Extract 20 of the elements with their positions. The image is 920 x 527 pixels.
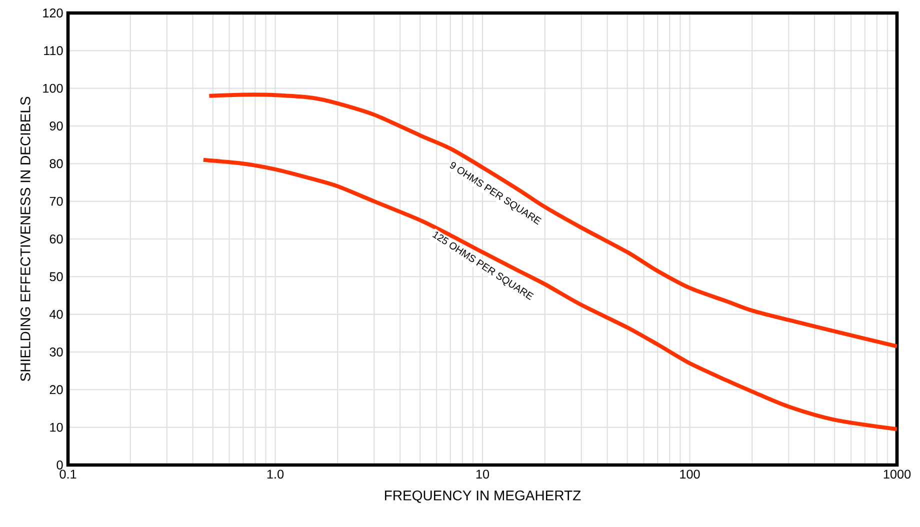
x-tick-label: 10	[476, 470, 490, 479]
y-axis-title: SHIELDING EFFECTIVENESS IN DECIBELS	[20, 96, 30, 382]
x-tick-label: 1000	[884, 470, 911, 479]
y-tick-label: 110	[44, 46, 63, 56]
y-tick-label: 60	[50, 234, 63, 244]
y-tick-label: 10	[50, 422, 63, 432]
y-tick-label: 50	[50, 272, 63, 282]
y-tick-label: 0	[56, 460, 63, 470]
y-tick-label: 90	[50, 122, 63, 130]
y-tick-label: 80	[50, 159, 63, 168]
y-tick-label: 100	[43, 84, 63, 93]
x-tick-label: 1.0	[267, 470, 284, 479]
y-tick-label: 30	[50, 348, 63, 356]
x-axis-title: FREQUENCY IN MEGAHERTZ	[385, 490, 581, 503]
y-tick-label: 40	[50, 310, 63, 319]
x-tick-label: 0.1	[60, 470, 76, 479]
y-tick-label: 120	[43, 8, 63, 18]
y-tick-label: 70	[50, 196, 63, 206]
x-tick-label: 100	[680, 470, 700, 479]
y-tick-label: 20	[50, 385, 63, 394]
